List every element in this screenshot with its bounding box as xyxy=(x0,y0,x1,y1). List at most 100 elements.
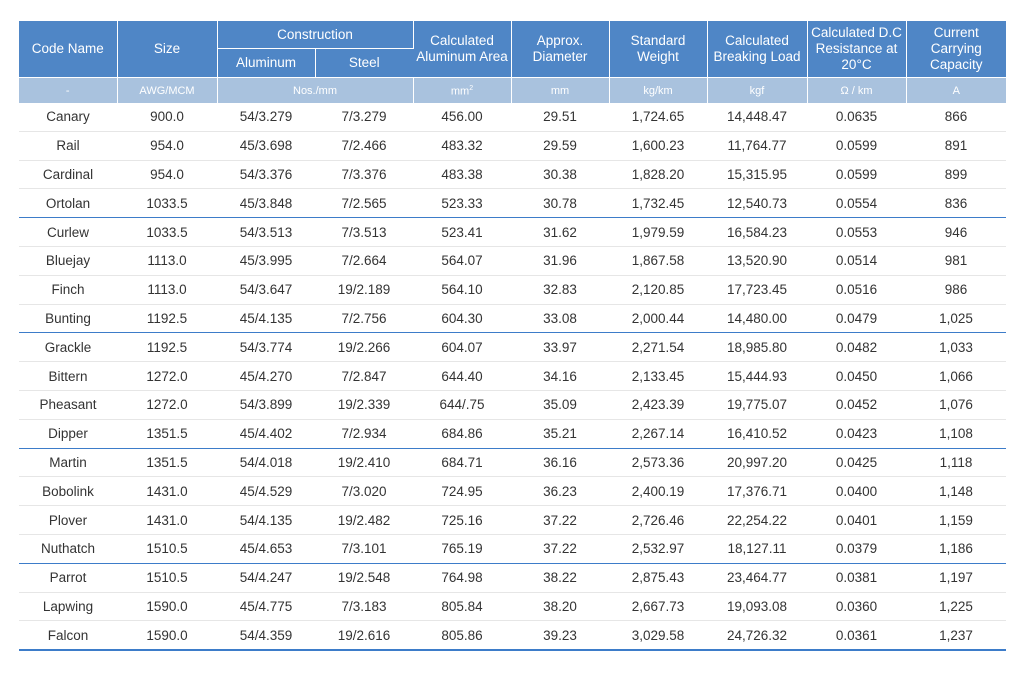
cell-weight: 2,000.44 xyxy=(609,304,708,334)
table-row: Bittern 1272.0 45/4.270 7/2.847 644.40 34.16 2… xyxy=(19,361,1007,391)
cell-aluminum: 45/4.135 xyxy=(217,304,315,334)
cell-breaking-load: 23,464.77 xyxy=(707,563,808,593)
cell-weight: 2,267.14 xyxy=(609,419,708,449)
cell-diameter: 37.22 xyxy=(511,505,610,535)
table-row: Falcon 1590.0 54/4.359 19/2.616 805.86 39.23 3… xyxy=(19,620,1007,652)
cell-aluminum-area: 805.86 xyxy=(413,620,512,652)
unit-size: AWG/MCM xyxy=(117,77,218,103)
cell-resistance: 0.0599 xyxy=(807,131,907,161)
cell-breaking-load: 12,540.73 xyxy=(707,188,808,219)
cell-diameter: 38.22 xyxy=(511,563,610,593)
cell-steel: 7/3.020 xyxy=(315,476,414,507)
cell-aluminum: 54/3.899 xyxy=(217,390,315,420)
cell-resistance: 0.0450 xyxy=(807,361,907,391)
cell-size: 1431.0 xyxy=(117,505,217,535)
cell-aluminum: 54/4.135 xyxy=(217,505,315,535)
cell-resistance: 0.0400 xyxy=(807,476,907,507)
table-row: Curlew 1033.5 54/3.513 7/3.513 523.41 31.62 1,… xyxy=(19,217,1007,247)
cell-size: 1510.5 xyxy=(117,534,217,564)
cell-steel: 7/3.183 xyxy=(315,592,414,622)
cell-weight: 1,979.59 xyxy=(609,217,708,247)
cell-code-name: Nuthatch xyxy=(19,534,117,564)
cell-code-name: Lapwing xyxy=(19,592,117,622)
unit-capacity: A xyxy=(906,77,1007,103)
cell-resistance: 0.0516 xyxy=(807,275,907,305)
cell-weight: 2,133.45 xyxy=(609,361,708,391)
cell-capacity: 1,118 xyxy=(906,448,1007,478)
header-weight-line2: Weight xyxy=(637,49,679,64)
table-row: Finch 1113.0 54/3.647 19/2.189 564.10 32.83 2,… xyxy=(19,275,1007,305)
cell-steel: 7/3.101 xyxy=(315,534,414,564)
cell-aluminum: 45/3.995 xyxy=(217,246,315,276)
cell-code-name: Pheasant xyxy=(19,390,117,420)
cell-aluminum-area: 483.38 xyxy=(413,160,512,190)
cell-weight: 2,573.36 xyxy=(609,448,708,478)
cell-weight: 2,726.46 xyxy=(609,505,708,535)
cell-size: 1192.5 xyxy=(117,332,217,363)
cell-resistance: 0.0553 xyxy=(807,217,907,247)
header-breaking-load-line1: Calculated xyxy=(725,33,789,48)
cell-code-name: Parrot xyxy=(19,563,117,593)
header-capacity-line1: Current Carrying xyxy=(930,25,982,56)
table-row: Pheasant 1272.0 54/3.899 19/2.339 644/.75 35.… xyxy=(19,390,1007,420)
cell-size: 1113.0 xyxy=(117,275,217,305)
cell-resistance: 0.0452 xyxy=(807,390,907,420)
table-row: Bunting 1192.5 45/4.135 7/2.756 604.30 33.08 2… xyxy=(19,304,1007,334)
cell-capacity: 981 xyxy=(906,246,1007,276)
cell-code-name: Bittern xyxy=(19,361,117,391)
header-code-name: Code Name xyxy=(19,21,118,78)
unit-weight: kg/km xyxy=(609,77,708,103)
cell-steel: 19/2.482 xyxy=(315,505,414,535)
cell-diameter: 36.23 xyxy=(511,476,610,507)
cell-aluminum-area: 456.00 xyxy=(413,103,512,132)
cell-diameter: 32.83 xyxy=(511,275,610,305)
cell-capacity: 1,159 xyxy=(906,505,1007,535)
cell-aluminum: 54/4.247 xyxy=(217,563,315,593)
cell-aluminum-area: 764.98 xyxy=(413,563,512,593)
cell-breaking-load: 11,764.77 xyxy=(707,131,808,161)
cell-diameter: 33.08 xyxy=(511,304,610,334)
cell-weight: 1,732.45 xyxy=(609,188,708,219)
header-weight-line1: Standard xyxy=(630,33,686,48)
cell-steel: 19/2.410 xyxy=(315,448,414,478)
cell-weight: 1,867.58 xyxy=(609,246,708,276)
cell-steel: 7/3.376 xyxy=(315,160,414,190)
cell-resistance: 0.0425 xyxy=(807,448,907,478)
cell-aluminum-area: 604.30 xyxy=(413,304,512,334)
cell-size: 1590.0 xyxy=(117,592,217,622)
cell-weight: 2,271.54 xyxy=(609,332,708,363)
cell-capacity: 1,076 xyxy=(906,390,1007,420)
table-row: Lapwing 1590.0 45/4.775 7/3.183 805.84 38.20 2… xyxy=(19,592,1007,622)
header-diameter: Approx. Diameter xyxy=(511,21,610,78)
cell-size: 1351.5 xyxy=(117,419,217,449)
cell-weight: 2,875.43 xyxy=(609,563,708,593)
cell-capacity: 1,025 xyxy=(906,304,1007,334)
cell-resistance: 0.0635 xyxy=(807,103,907,132)
cell-code-name: Rail xyxy=(19,131,117,161)
cell-resistance: 0.0381 xyxy=(807,563,907,593)
cell-diameter: 30.78 xyxy=(511,188,610,219)
cell-breaking-load: 17,376.71 xyxy=(707,476,808,507)
table-row: Martin 1351.5 54/4.018 19/2.410 684.71 36.16 2… xyxy=(19,448,1007,478)
cell-steel: 19/2.189 xyxy=(315,275,414,305)
cell-capacity: 1,148 xyxy=(906,476,1007,507)
cell-breaking-load: 20,997.20 xyxy=(707,448,808,478)
cell-diameter: 38.20 xyxy=(511,592,610,622)
unit-resistance: Ω / km xyxy=(807,77,907,103)
cell-aluminum-area: 483.32 xyxy=(413,131,512,161)
cell-code-name: Martin xyxy=(19,448,117,478)
header-construction: Construction xyxy=(217,21,414,49)
cell-code-name: Falcon xyxy=(19,620,117,652)
cell-weight: 2,423.39 xyxy=(609,390,708,420)
cell-diameter: 31.62 xyxy=(511,217,610,247)
header-steel: Steel xyxy=(315,48,414,78)
cell-capacity: 1,237 xyxy=(906,620,1007,652)
cell-capacity: 1,033 xyxy=(906,332,1007,363)
cell-diameter: 33.97 xyxy=(511,332,610,363)
cell-capacity: 891 xyxy=(906,131,1007,161)
cell-size: 1033.5 xyxy=(117,217,217,247)
cell-weight: 2,400.19 xyxy=(609,476,708,507)
table-row: Parrot 1510.5 54/4.247 19/2.548 764.98 38.22 2… xyxy=(19,563,1007,593)
table-row: Dipper 1351.5 45/4.402 7/2.934 684.86 35.21 2,… xyxy=(19,419,1007,449)
cell-resistance: 0.0514 xyxy=(807,246,907,276)
